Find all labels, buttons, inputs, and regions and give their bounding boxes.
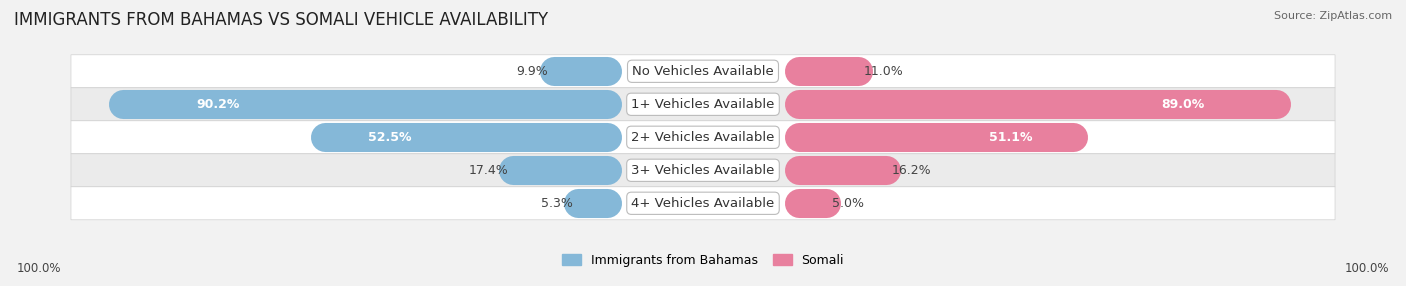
Text: 16.2%: 16.2% bbox=[891, 164, 931, 177]
Text: 2+ Vehicles Available: 2+ Vehicles Available bbox=[631, 131, 775, 144]
FancyBboxPatch shape bbox=[70, 55, 1336, 88]
Text: 89.0%: 89.0% bbox=[1161, 98, 1205, 111]
Bar bbox=[578, 193, 606, 214]
Bar bbox=[800, 160, 886, 180]
Bar bbox=[800, 94, 1277, 114]
Text: 5.0%: 5.0% bbox=[831, 197, 863, 210]
Legend: Immigrants from Bahamas, Somali: Immigrants from Bahamas, Somali bbox=[557, 249, 849, 272]
Text: 4+ Vehicles Available: 4+ Vehicles Available bbox=[631, 197, 775, 210]
Text: 9.9%: 9.9% bbox=[516, 65, 548, 78]
Text: 17.4%: 17.4% bbox=[468, 164, 508, 177]
FancyBboxPatch shape bbox=[70, 154, 1336, 187]
Text: 51.1%: 51.1% bbox=[988, 131, 1032, 144]
Bar bbox=[800, 127, 1073, 148]
Text: 5.3%: 5.3% bbox=[541, 197, 572, 210]
Text: 52.5%: 52.5% bbox=[367, 131, 411, 144]
Bar bbox=[325, 127, 606, 148]
Text: 100.0%: 100.0% bbox=[17, 262, 62, 275]
Text: 1+ Vehicles Available: 1+ Vehicles Available bbox=[631, 98, 775, 111]
Bar bbox=[800, 193, 827, 214]
Text: 3+ Vehicles Available: 3+ Vehicles Available bbox=[631, 164, 775, 177]
Text: No Vehicles Available: No Vehicles Available bbox=[633, 65, 773, 78]
Text: Source: ZipAtlas.com: Source: ZipAtlas.com bbox=[1274, 11, 1392, 21]
FancyBboxPatch shape bbox=[70, 187, 1336, 220]
Bar bbox=[800, 61, 858, 82]
Text: 100.0%: 100.0% bbox=[1344, 262, 1389, 275]
Bar bbox=[124, 94, 606, 114]
Text: 90.2%: 90.2% bbox=[195, 98, 239, 111]
FancyBboxPatch shape bbox=[70, 121, 1336, 154]
Bar bbox=[513, 160, 606, 180]
FancyBboxPatch shape bbox=[70, 88, 1336, 121]
Text: 11.0%: 11.0% bbox=[863, 65, 904, 78]
Bar bbox=[554, 61, 606, 82]
Text: IMMIGRANTS FROM BAHAMAS VS SOMALI VEHICLE AVAILABILITY: IMMIGRANTS FROM BAHAMAS VS SOMALI VEHICL… bbox=[14, 11, 548, 29]
